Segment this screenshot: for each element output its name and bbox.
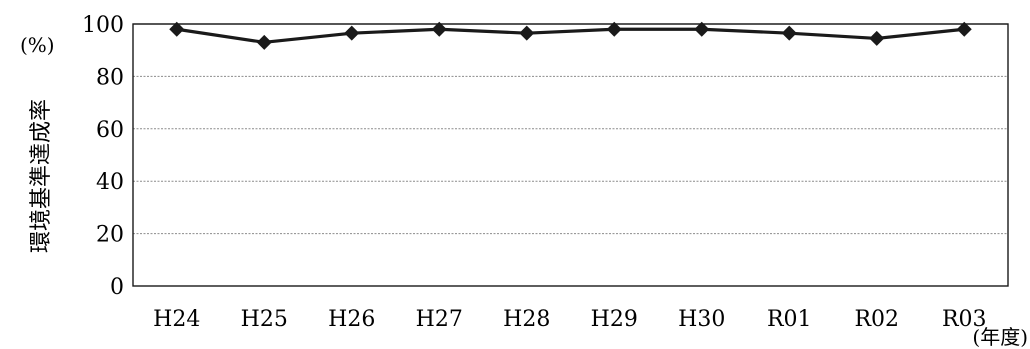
x-tick-label: R02 [854,307,899,332]
y-tick-label: 40 [96,170,124,195]
data-point-H30 [694,21,710,37]
data-point-R02 [869,30,885,46]
y-tick-label: 100 [82,13,124,38]
data-point-H26 [344,25,360,41]
x-unit-label: (年度) [972,325,1028,349]
data-point-R01 [781,25,797,41]
plot-frame [132,23,1009,287]
x-ticks: H24 H25 H26 H27 H28 H29 H30 R01 R02 R03 [153,307,986,332]
x-tick-label: H27 [416,307,463,332]
x-tick-label: H24 [153,307,200,332]
data-point-H25 [256,34,272,50]
x-tick-label: H30 [678,307,725,332]
y-tick-label: 0 [110,275,124,300]
y-unit-label: (%) [20,33,55,57]
y-axis-label: 環境基準達成率 [29,99,54,253]
data-point-H24 [169,21,185,37]
y-tick-label: 60 [96,118,124,143]
x-tick-label: H25 [241,307,288,332]
series-markers [169,21,972,50]
x-tick-label: H26 [328,307,375,332]
series-line [176,27,965,44]
gridlines [133,75,1008,235]
y-tick-label: 80 [96,65,124,90]
data-point-H27 [431,21,447,37]
data-point-R03 [956,21,972,37]
x-tick-label: R03 [942,307,987,332]
x-tick-label: H28 [503,307,550,332]
y-ticks: 0 20 40 60 80 100 [82,13,124,300]
x-tick-label: R01 [767,307,812,332]
y-tick-label: 20 [96,223,124,248]
x-tick-label: H29 [591,307,638,332]
data-point-H28 [519,25,535,41]
data-point-H29 [606,21,622,37]
